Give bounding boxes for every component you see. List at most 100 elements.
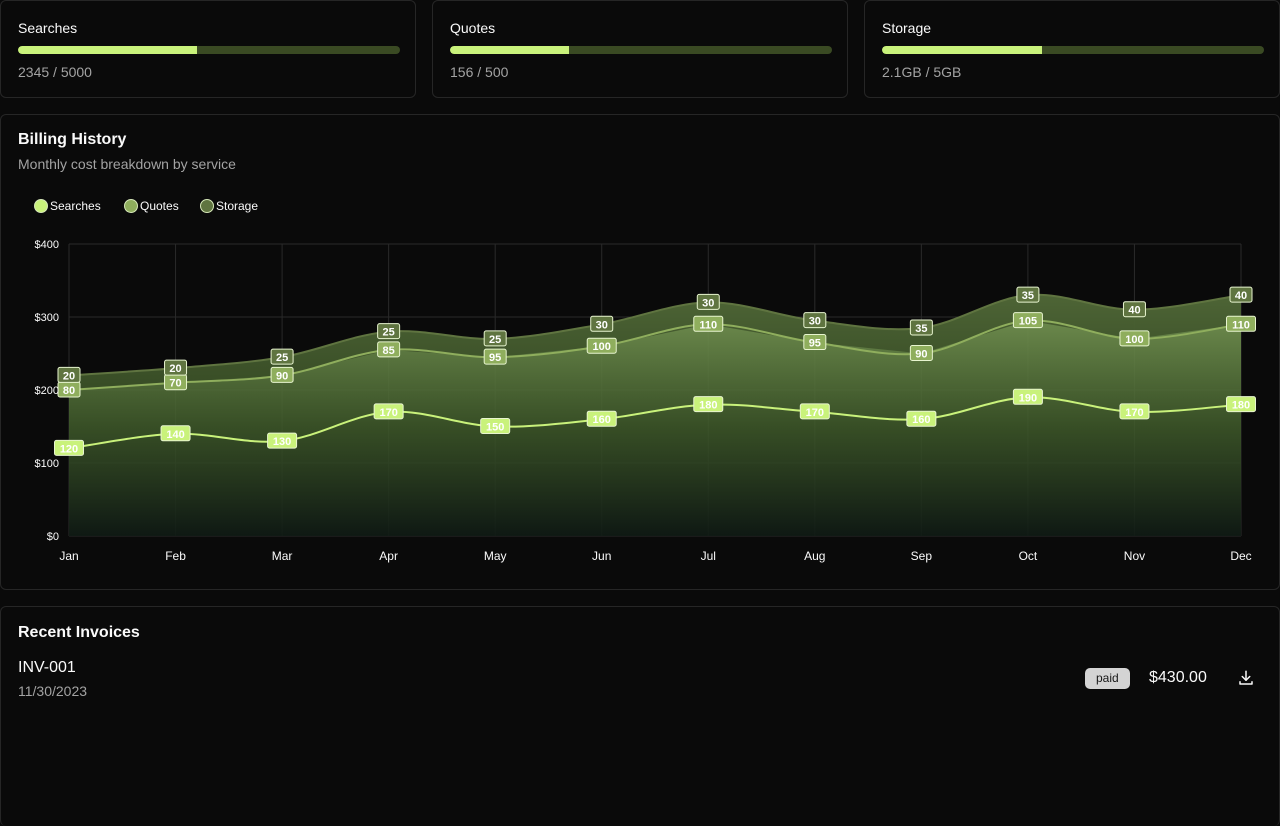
x-tick-label: Jan xyxy=(59,549,78,563)
legend-swatch-storage xyxy=(200,199,214,213)
data-label-storage: 30 xyxy=(696,293,720,310)
data-label-box xyxy=(267,432,298,449)
data-label-box xyxy=(586,337,617,354)
data-label-text: 110 xyxy=(699,319,717,331)
data-label-box xyxy=(483,330,507,347)
x-tick-label: Sep xyxy=(911,549,933,563)
data-label-searches: 170 xyxy=(1119,403,1150,420)
data-label-quotes: 95 xyxy=(483,348,507,365)
data-label-box xyxy=(803,312,827,329)
data-label-text: 25 xyxy=(489,334,501,346)
data-label-box xyxy=(57,366,81,383)
legend-label-searches: Searches xyxy=(50,199,101,213)
data-label-text: 85 xyxy=(383,345,395,357)
data-label-storage: 30 xyxy=(803,312,827,329)
data-label-storage: 30 xyxy=(590,315,614,332)
data-label-box xyxy=(909,319,933,336)
data-label-text: 160 xyxy=(912,414,930,426)
usage-card-storage: Storage 2.1GB / 5GB xyxy=(864,0,1280,98)
x-tick-label: May xyxy=(484,549,507,563)
data-label-text: 120 xyxy=(60,443,78,455)
billing-subtitle: Monthly cost breakdown by service xyxy=(18,156,236,172)
usage-progress-track xyxy=(18,46,400,54)
data-label-searches: 170 xyxy=(799,403,830,420)
data-label-storage: 20 xyxy=(57,366,81,383)
legend-swatch-quotes xyxy=(124,199,138,213)
data-label-storage: 40 xyxy=(1122,301,1146,318)
data-label-quotes: 80 xyxy=(57,381,81,398)
usage-title: Searches xyxy=(18,20,78,36)
usage-title: Quotes xyxy=(450,20,496,36)
x-tick-label: Jul xyxy=(701,549,716,563)
data-label-text: 35 xyxy=(1022,290,1034,302)
data-label-text: 100 xyxy=(593,341,611,353)
data-label-box xyxy=(160,425,191,442)
y-tick-label: $0 xyxy=(47,531,59,543)
data-label-text: 170 xyxy=(1125,407,1143,419)
legend-label-storage: Storage xyxy=(216,199,258,213)
data-label-text: 170 xyxy=(379,407,397,419)
usage-card-searches: Searches 2345 / 5000 xyxy=(0,0,416,98)
data-label-text: 95 xyxy=(809,338,821,350)
data-label-storage: 25 xyxy=(377,323,401,340)
data-label-box xyxy=(586,410,617,427)
data-label-searches: 130 xyxy=(267,432,298,449)
data-label-quotes: 110 xyxy=(1226,315,1256,332)
data-label-quotes: 100 xyxy=(586,337,617,354)
invoice-id: INV-001 xyxy=(18,659,76,676)
x-tick-label: Mar xyxy=(272,549,293,563)
data-label-box xyxy=(377,341,401,358)
data-label-searches: 150 xyxy=(480,418,511,434)
usage-value: 2.1GB / 5GB xyxy=(882,64,962,80)
data-label-quotes: 95 xyxy=(803,334,827,351)
data-label-searches: 120 xyxy=(54,439,84,456)
data-label-text: 25 xyxy=(383,327,395,339)
data-label-searches: 180 xyxy=(1226,396,1256,413)
data-label-box xyxy=(693,396,724,413)
data-label-box xyxy=(1226,396,1256,413)
data-label-box xyxy=(1012,388,1043,405)
data-label-box xyxy=(1016,286,1040,303)
data-label-text: 100 xyxy=(1125,334,1143,346)
data-label-box xyxy=(906,410,937,427)
x-tick-label: Jun xyxy=(592,549,611,563)
data-label-box xyxy=(270,348,294,365)
data-label-text: 30 xyxy=(809,316,821,328)
data-label-box xyxy=(377,323,401,340)
recent-invoices-card: Recent Invoices INV-001 11/30/2023 paid … xyxy=(0,606,1280,826)
data-label-text: 30 xyxy=(702,297,714,309)
data-label-box xyxy=(164,359,188,376)
data-label-box xyxy=(483,348,507,365)
data-label-box xyxy=(1226,315,1256,332)
invoice-row: INV-001 11/30/2023 paid $430.00 xyxy=(1,657,1280,707)
data-label-text: 25 xyxy=(276,352,288,364)
data-label-text: 160 xyxy=(593,414,611,426)
data-label-text: 40 xyxy=(1235,290,1247,302)
download-icon[interactable] xyxy=(1237,669,1257,689)
data-label-text: 20 xyxy=(169,363,181,375)
data-label-box xyxy=(590,315,614,332)
y-tick-label: $400 xyxy=(35,239,59,251)
data-label-quotes: 100 xyxy=(1119,330,1150,347)
data-label-searches: 180 xyxy=(693,396,724,413)
data-label-text: 70 xyxy=(169,378,181,390)
x-tick-label: Apr xyxy=(379,549,398,563)
x-tick-label: Feb xyxy=(165,549,186,563)
data-label-searches: 160 xyxy=(586,410,617,427)
data-label-text: 35 xyxy=(915,323,927,335)
data-label-quotes: 70 xyxy=(164,374,188,391)
data-label-text: 90 xyxy=(915,349,927,361)
y-tick-label: $200 xyxy=(35,385,59,397)
data-label-text: 140 xyxy=(166,429,184,441)
invoice-date: 11/30/2023 xyxy=(18,683,88,699)
invoice-amount: $430.00 xyxy=(1149,669,1207,686)
data-label-text: 95 xyxy=(489,352,501,364)
data-label-box xyxy=(270,366,294,383)
usage-value: 2345 / 5000 xyxy=(18,64,92,80)
data-label-box xyxy=(373,403,404,420)
invoices-title: Recent Invoices xyxy=(18,624,140,641)
data-label-box xyxy=(480,418,511,434)
invoice-status-badge: paid xyxy=(1085,668,1130,689)
billing-title: Billing History xyxy=(18,131,127,148)
usage-progress-track xyxy=(882,46,1264,54)
